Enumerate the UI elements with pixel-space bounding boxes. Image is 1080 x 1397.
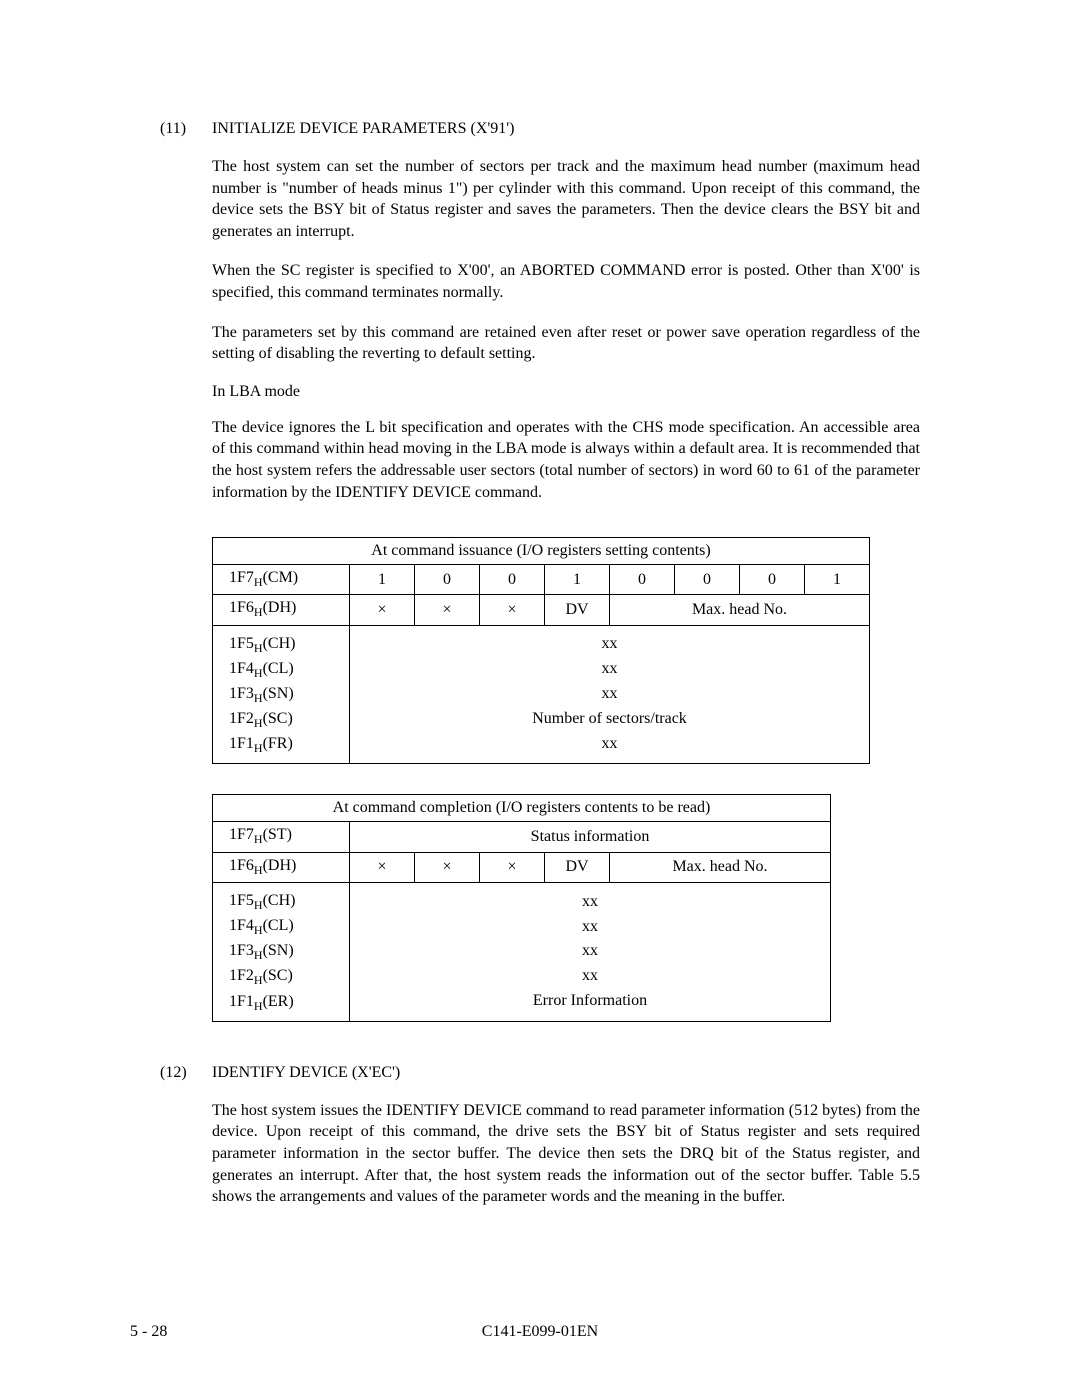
reg-group-2-values: xx xx xx xx Error Information [350,882,831,1021]
completion-table-title: At command completion (I/O registers con… [213,795,831,822]
section-11-title: INITIALIZE DEVICE PARAMETERS (X'91') [212,120,514,138]
section-11-para4: The device ignores the L bit specificati… [212,417,920,503]
completion-table: At command completion (I/O registers con… [212,794,831,1021]
section-11-header: (11) INITIALIZE DEVICE PARAMETERS (X'91'… [160,120,920,138]
section-12-para1: The host system issues the IDENTIFY DEVI… [212,1100,920,1208]
dh-c3: × [480,595,545,625]
page-footer: 5 - 28 C141-E099-01EN [0,1323,1080,1341]
reg-group-values: xx xx xx Number of sectors/track xx [350,625,870,764]
reg-dh: 1F6H(DH) [213,595,350,625]
dh-c4: DV [545,595,610,625]
reg-cm: 1F7H(CM) [213,565,350,595]
dh-c2: × [415,595,480,625]
cm-bit-5: 0 [480,565,545,595]
dh2-c4: DV [545,852,610,882]
section-11-para3: The parameters set by this command are r… [212,322,920,365]
dh2-max-head: Max. head No. [610,852,831,882]
reg-group-2: 1F5H(CH) 1F4H(CL) 1F3H(SN) 1F2H(SC) 1F1H… [213,882,350,1021]
cm-bit-7: 1 [350,565,415,595]
dh2-c1: × [350,852,415,882]
dh2-c2: × [415,852,480,882]
st-value: Status information [350,822,831,852]
reg-dh-2: 1F6H(DH) [213,852,350,882]
dh-c1: × [350,595,415,625]
dh2-c3: × [480,852,545,882]
section-12-number: (12) [160,1064,212,1082]
section-11-para2: When the SC register is specified to X'0… [212,260,920,303]
reg-st: 1F7H(ST) [213,822,350,852]
page-number: 5 - 28 [130,1323,167,1341]
reg-group: 1F5H(CH) 1F4H(CL) 1F3H(SN) 1F2H(SC) 1F1H… [213,625,350,764]
dh-max-head: Max. head No. [610,595,870,625]
section-12-header: (12) IDENTIFY DEVICE (X'EC') [160,1064,920,1082]
cm-bit-4: 1 [545,565,610,595]
cm-bit-0: 1 [805,565,870,595]
cm-bit-6: 0 [415,565,480,595]
section-12-title: IDENTIFY DEVICE (X'EC') [212,1064,400,1082]
issuance-table-title: At command issuance (I/O registers setti… [213,538,870,565]
cm-bit-3: 0 [610,565,675,595]
section-11-para1: The host system can set the number of se… [212,156,920,242]
cm-bit-2: 0 [675,565,740,595]
lba-mode-heading: In LBA mode [212,383,920,401]
cm-bit-1: 0 [740,565,805,595]
section-11-number: (11) [160,120,212,138]
issuance-table: At command issuance (I/O registers setti… [212,537,870,764]
